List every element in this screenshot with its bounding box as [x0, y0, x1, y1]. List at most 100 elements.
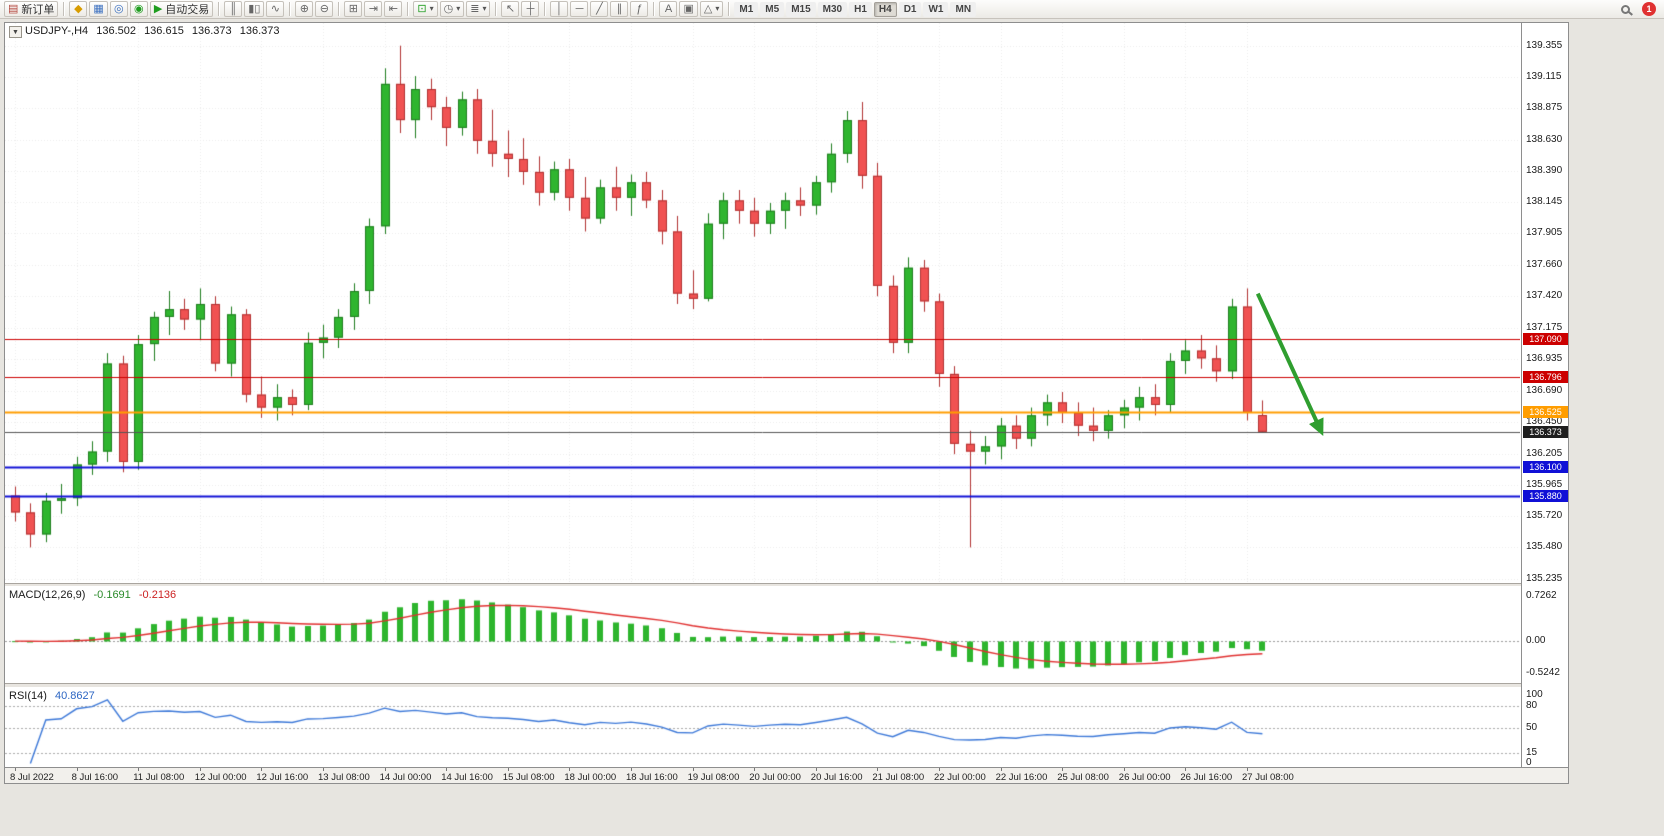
autotrading-label: 自动交易 — [165, 4, 210, 16]
toolbar-separator — [407, 2, 409, 16]
periods-button[interactable]: ◷ ▾ — [439, 1, 465, 17]
time-axis[interactable]: 8 Jul 2022 8 Jul 16:00 11 Jul 08:00 12 Jul … — [5, 767, 1568, 783]
autotrading-button[interactable]: ▶ 自动交易 — [149, 1, 214, 17]
timeframe-m15-button[interactable]: M15 — [786, 1, 816, 17]
channel-tool-button[interactable]: ∥ — [610, 1, 629, 17]
price-chart-canvas[interactable] — [5, 23, 1520, 583]
label-tool-button[interactable]: ▣ — [679, 1, 698, 17]
price-axis-label: 137.660 — [1526, 259, 1563, 271]
rsi-axis-label: 80 — [1526, 699, 1538, 711]
time-axis-tick — [138, 768, 139, 771]
candle-chart-mode-button[interactable]: ▮▯ — [244, 1, 265, 17]
time-axis-tick — [200, 768, 201, 771]
rsi-chart-canvas[interactable] — [5, 688, 1520, 767]
auto-scroll-button[interactable]: ⇥ — [364, 1, 383, 17]
chart-low-value: 136.373 — [191, 25, 232, 37]
time-axis-label: 22 Jul 16:00 — [995, 772, 1048, 783]
panel-splitter[interactable] — [5, 583, 1568, 587]
time-axis-label: 26 Jul 00:00 — [1118, 772, 1171, 783]
notification-badge[interactable]: 1 — [1642, 2, 1656, 16]
indicators-button[interactable]: ≣ ▾ — [466, 1, 491, 17]
vertical-line-tool-button[interactable]: │ — [550, 1, 569, 17]
time-axis-tick — [446, 768, 447, 771]
cursor-tool-button[interactable]: ↖ — [501, 1, 520, 17]
timeframe-m5-button[interactable]: M5 — [760, 1, 785, 17]
toolbar-separator — [728, 2, 730, 16]
text-tool-button[interactable]: A — [659, 1, 678, 17]
shapes-tool-button[interactable]: △ ▾ — [699, 1, 724, 17]
symbol-dropdown-button[interactable]: ▼ — [9, 26, 22, 38]
bar-chart-mode-button[interactable]: ║ — [224, 1, 243, 17]
data-window-button[interactable]: ◎ — [109, 1, 128, 17]
horizontal-line-tool-button[interactable]: ─ — [570, 1, 589, 17]
timeframe-d1-button[interactable]: D1 — [898, 1, 922, 17]
chart-title: USDJPY-,H4 136.502 136.615 136.373 136.3… — [25, 25, 284, 37]
new-order-button[interactable]: ▤ 新订单 — [4, 1, 59, 17]
macd-axis-label: 0.7262 — [1526, 590, 1557, 602]
time-axis-label: 12 Jul 16:00 — [256, 772, 309, 783]
search-icon[interactable] — [1621, 4, 1630, 14]
bar-chart-icon: ║ — [229, 2, 238, 15]
timeframe-h1-button[interactable]: H1 — [849, 1, 872, 17]
price-axis-label: 136.690 — [1526, 384, 1563, 396]
time-axis-label: 14 Jul 16:00 — [441, 772, 493, 783]
macd-signal-value: -0.2136 — [138, 589, 177, 601]
new-order-icon: ▤ — [8, 2, 19, 15]
fibonacci-tool-button[interactable]: ƒ — [630, 1, 649, 17]
time-axis-tick — [631, 768, 632, 771]
time-axis-label: 12 Jul 00:00 — [194, 772, 247, 783]
macd-axis-label: -0.5242 — [1526, 667, 1560, 679]
macd-main-value: -0.1691 — [93, 589, 131, 601]
tile-windows-button[interactable]: ⊞ — [344, 1, 363, 17]
chart-shift-button[interactable]: ⇤ — [384, 1, 403, 17]
time-axis-label: 11 Jul 08:00 — [133, 772, 185, 783]
support-line-badge-136100: 136.100 — [1523, 461, 1568, 474]
timeframe-mn-button[interactable]: MN — [950, 1, 977, 17]
navigator-button[interactable]: ◉ — [129, 1, 148, 17]
chevron-down-icon: ▾ — [715, 4, 720, 13]
price-axis[interactable]: 139.355 139.115 138.875 138.630 138.390 138.1… — [1521, 23, 1568, 768]
autotrading-play-icon: ▶ — [153, 2, 163, 15]
rsi-axis-label: 100 — [1526, 689, 1543, 700]
shapes-icon: △ — [703, 2, 713, 15]
time-axis-label: 8 Jul 16:00 — [71, 772, 119, 783]
timeframe-m30-button[interactable]: M30 — [817, 1, 848, 17]
toolbar: ▤ 新订单 ◆ ▦ ◎ ◉ ▶ 自动交易 ║ ▮▯ ∿ ⊕ ⊖ ⊞ ⇥ ⇤ ⊡ … — [0, 0, 1664, 19]
label-icon: ▣ — [683, 2, 694, 15]
trendline-tool-button[interactable]: ╱ — [590, 1, 609, 17]
auto-scroll-icon: ⇥ — [368, 2, 378, 15]
timeframe-m1-button[interactable]: M1 — [734, 1, 759, 17]
price-axis-label: 135.720 — [1526, 510, 1563, 522]
data-window-icon: ◎ — [114, 2, 124, 15]
rsi-title: RSI(14) 40.8627 — [9, 690, 100, 702]
time-axis-tick — [385, 768, 386, 771]
timeframe-w1-button[interactable]: W1 — [923, 1, 949, 17]
resistance-line-badge-136796: 136.796 — [1523, 370, 1568, 383]
price-axis-label: 139.355 — [1526, 39, 1563, 51]
price-axis-label: 137.420 — [1526, 290, 1563, 302]
cursor-icon: ↖ — [505, 2, 516, 15]
toolbar-separator — [218, 2, 220, 16]
chart-open-value: 136.502 — [96, 25, 136, 37]
market-watch-button[interactable]: ▦ — [89, 1, 108, 17]
zoom-in-button[interactable]: ⊕ — [295, 1, 314, 17]
price-axis-label: 138.390 — [1526, 164, 1563, 176]
trend-arrow-annotation[interactable] — [5, 23, 1520, 583]
toolbar-separator — [653, 2, 655, 16]
price-axis-label: 136.450 — [1526, 415, 1563, 427]
crosshair-tool-button[interactable]: ┼ — [521, 1, 540, 17]
support-line-badge-135880: 135.880 — [1523, 489, 1568, 502]
time-axis-tick — [1124, 768, 1125, 771]
new-chart-button[interactable]: ⊡ ▾ — [413, 1, 438, 17]
panel-splitter[interactable] — [5, 683, 1568, 688]
line-chart-mode-button[interactable]: ∿ — [266, 1, 285, 17]
zoom-out-button[interactable]: ⊖ — [315, 1, 334, 17]
megaphone-button[interactable]: ◆ — [69, 1, 88, 17]
timeframe-h4-button[interactable]: H4 — [873, 1, 897, 17]
time-axis-label: 27 Jul 08:00 — [1242, 772, 1294, 783]
macd-chart-canvas[interactable] — [5, 587, 1520, 683]
price-axis-label: 135.235 — [1526, 573, 1563, 585]
time-axis-label: 18 Jul 00:00 — [564, 772, 617, 783]
trendline-icon: ╱ — [596, 2, 603, 15]
time-axis-tick — [939, 768, 940, 771]
